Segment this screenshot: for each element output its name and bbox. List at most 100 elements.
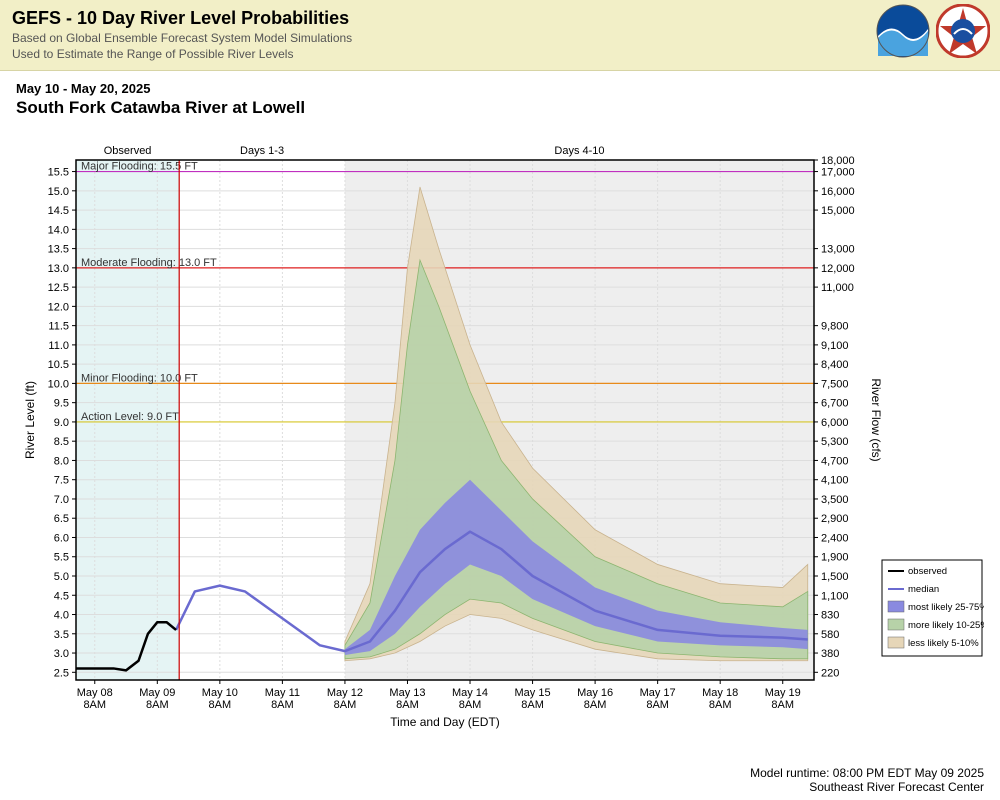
svg-text:2,400: 2,400: [821, 532, 849, 544]
noaa-logo-icon: [876, 4, 930, 58]
svg-text:Time and Day (EDT): Time and Day (EDT): [390, 715, 500, 729]
model-runtime: Model runtime: 08:00 PM EDT May 09 2025: [750, 766, 984, 780]
svg-text:7.0: 7.0: [54, 494, 69, 506]
svg-text:6.5: 6.5: [54, 513, 69, 525]
svg-text:15.5: 15.5: [48, 167, 69, 179]
svg-text:8AM: 8AM: [83, 699, 106, 711]
svg-text:6,000: 6,000: [821, 417, 849, 429]
svg-text:May 10: May 10: [202, 687, 238, 699]
date-range: May 10 - May 20, 2025: [16, 81, 984, 96]
svg-text:13.5: 13.5: [48, 244, 69, 256]
footer: Model runtime: 08:00 PM EDT May 09 2025 …: [750, 766, 984, 794]
svg-text:8AM: 8AM: [209, 699, 232, 711]
svg-text:13.0: 13.0: [48, 263, 69, 275]
svg-text:8.0: 8.0: [54, 455, 69, 467]
svg-text:Moderate Flooding: 13.0 FT: Moderate Flooding: 13.0 FT: [81, 257, 217, 269]
svg-text:May 08: May 08: [77, 687, 113, 699]
svg-text:May 11: May 11: [265, 687, 300, 699]
page-subtitle-2: Used to Estimate the Range of Possible R…: [12, 46, 988, 62]
svg-text:7,500: 7,500: [821, 378, 849, 390]
svg-text:1,500: 1,500: [821, 571, 849, 583]
svg-text:Observed: Observed: [104, 145, 152, 157]
page-subtitle-1: Based on Global Ensemble Forecast System…: [12, 30, 988, 46]
svg-text:17,000: 17,000: [821, 167, 855, 179]
svg-text:8AM: 8AM: [521, 699, 544, 711]
svg-text:14.0: 14.0: [48, 224, 69, 236]
svg-text:8AM: 8AM: [396, 699, 419, 711]
svg-text:median: median: [908, 584, 939, 595]
svg-text:4.5: 4.5: [54, 590, 69, 602]
svg-text:3.5: 3.5: [54, 629, 69, 641]
svg-text:9,800: 9,800: [821, 321, 849, 333]
svg-text:more likely 10-25%: more likely 10-25%: [908, 620, 984, 631]
svg-text:18,000: 18,000: [821, 155, 855, 167]
svg-text:220: 220: [821, 667, 839, 679]
svg-text:4,100: 4,100: [821, 475, 849, 487]
svg-text:9.5: 9.5: [54, 398, 69, 410]
svg-text:8AM: 8AM: [271, 699, 294, 711]
svg-text:1,100: 1,100: [821, 590, 849, 602]
svg-text:6.0: 6.0: [54, 532, 69, 544]
svg-text:Action Level: 9.0 FT: Action Level: 9.0 FT: [81, 411, 179, 423]
svg-text:8AM: 8AM: [459, 699, 482, 711]
svg-text:May 09: May 09: [139, 687, 175, 699]
svg-text:May 13: May 13: [389, 687, 425, 699]
svg-text:5.0: 5.0: [54, 571, 69, 583]
svg-text:less likely 5-10%: less likely 5-10%: [908, 638, 979, 649]
svg-text:10.5: 10.5: [48, 359, 69, 371]
svg-text:11,000: 11,000: [821, 282, 854, 294]
svg-text:12.5: 12.5: [48, 282, 69, 294]
svg-text:4,700: 4,700: [821, 455, 849, 467]
svg-text:9,100: 9,100: [821, 340, 849, 352]
svg-text:May 12: May 12: [327, 687, 363, 699]
svg-text:8AM: 8AM: [646, 699, 669, 711]
svg-text:1,900: 1,900: [821, 552, 849, 564]
svg-text:9.0: 9.0: [54, 417, 69, 429]
svg-text:most likely 25-75%: most likely 25-75%: [908, 602, 984, 613]
svg-text:8AM: 8AM: [584, 699, 607, 711]
page-title: GEFS - 10 Day River Level Probabilities: [12, 8, 988, 29]
svg-text:16,000: 16,000: [821, 186, 855, 198]
svg-text:10.0: 10.0: [48, 378, 69, 390]
svg-text:Days 4-10: Days 4-10: [554, 145, 604, 157]
svg-text:River Level (ft): River Level (ft): [23, 381, 37, 459]
svg-text:May 15: May 15: [515, 687, 551, 699]
svg-text:2.5: 2.5: [54, 667, 69, 679]
svg-text:380: 380: [821, 648, 839, 660]
svg-text:7.5: 7.5: [54, 475, 69, 487]
svg-text:May 18: May 18: [702, 687, 738, 699]
svg-text:12,000: 12,000: [821, 263, 855, 275]
svg-text:2,900: 2,900: [821, 513, 849, 525]
svg-text:830: 830: [821, 610, 839, 622]
svg-text:8,400: 8,400: [821, 359, 849, 371]
svg-text:River Flow (cfs): River Flow (cfs): [869, 378, 883, 461]
station-name: South Fork Catawba River at Lowell: [16, 98, 984, 118]
svg-text:11.5: 11.5: [48, 321, 69, 333]
svg-text:3,500: 3,500: [821, 494, 849, 506]
svg-text:4.0: 4.0: [54, 610, 69, 622]
svg-text:15,000: 15,000: [821, 205, 855, 217]
svg-text:6,700: 6,700: [821, 398, 849, 410]
logos: [876, 4, 990, 58]
chart-title-block: May 10 - May 20, 2025 South Fork Catawba…: [0, 71, 1000, 118]
svg-text:Major Flooding: 15.5 FT: Major Flooding: 15.5 FT: [81, 161, 198, 173]
svg-text:May 19: May 19: [765, 687, 801, 699]
svg-text:8.5: 8.5: [54, 436, 69, 448]
river-level-chart: Major Flooding: 15.5 FT Moderate Flooding…: [16, 140, 984, 740]
nws-logo-icon: [936, 4, 990, 58]
svg-text:12.0: 12.0: [48, 301, 69, 313]
svg-text:8AM: 8AM: [334, 699, 357, 711]
svg-text:13,000: 13,000: [821, 244, 855, 256]
svg-text:8AM: 8AM: [146, 699, 169, 711]
svg-text:5.5: 5.5: [54, 552, 69, 564]
svg-text:8AM: 8AM: [709, 699, 732, 711]
svg-text:580: 580: [821, 629, 839, 641]
svg-text:5,300: 5,300: [821, 436, 849, 448]
forecast-center: Southeast River Forecast Center: [750, 780, 984, 794]
svg-text:Days 1-3: Days 1-3: [240, 145, 284, 157]
svg-text:Minor Flooding: 10.0 FT: Minor Flooding: 10.0 FT: [81, 372, 198, 384]
svg-text:May 14: May 14: [452, 687, 488, 699]
svg-text:May 17: May 17: [640, 687, 676, 699]
svg-text:15.0: 15.0: [48, 186, 69, 198]
svg-text:May 16: May 16: [577, 687, 613, 699]
